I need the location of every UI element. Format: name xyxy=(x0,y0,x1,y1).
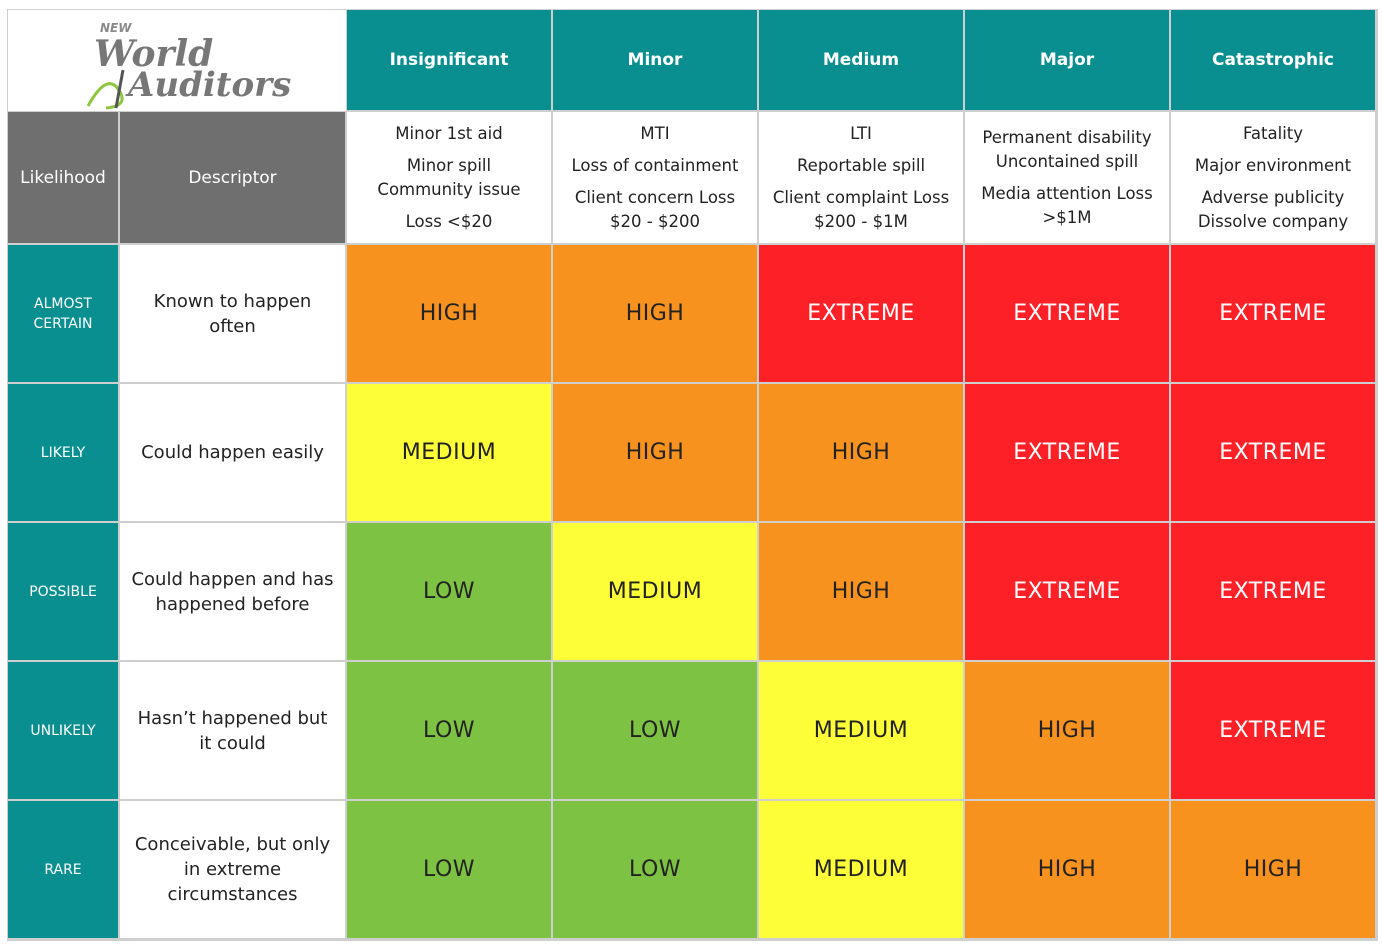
risk-rating: EXTREME xyxy=(965,523,1169,660)
detail-group: Client complaint Loss $200 - $1M xyxy=(773,186,949,234)
risk-rating: LOW xyxy=(553,662,757,799)
risk-rating: LOW xyxy=(347,801,551,938)
risk-rating: HIGH xyxy=(553,384,757,521)
descriptor-header: Descriptor xyxy=(120,112,345,243)
detail-line: MTI xyxy=(640,123,670,143)
logo-prefix: NEW xyxy=(100,21,132,35)
detail-group: Reportable spill xyxy=(797,154,925,178)
risk-rating: LOW xyxy=(553,801,757,938)
risk-rating: EXTREME xyxy=(1171,245,1375,382)
consequence-detail: LTI Reportable spill Client complaint Loss… xyxy=(759,112,963,243)
detail-group: Fatality xyxy=(1243,122,1303,146)
detail-group: Media attention Loss >$1M xyxy=(981,182,1153,230)
detail-group: Client concern Loss $20 - $200 xyxy=(575,186,735,234)
likelihood-header: Likelihood xyxy=(8,112,118,243)
risk-rating: HIGH xyxy=(1171,801,1375,938)
descriptor: Known to happen often xyxy=(120,245,345,382)
consequence-detail: Permanent disability Uncontained spill Med… xyxy=(965,112,1169,243)
consequence-header: Minor xyxy=(553,10,757,110)
descriptor: Hasn’t happened but it could xyxy=(120,662,345,799)
risk-rating: EXTREME xyxy=(1171,523,1375,660)
detail-line: Fatality xyxy=(1242,123,1304,143)
risk-rating: LOW xyxy=(347,523,551,660)
detail-group: Permanent disability Uncontained spill xyxy=(982,126,1151,174)
risk-rating: HIGH xyxy=(965,801,1169,938)
detail-line: Minor spill xyxy=(406,155,492,175)
consequence-header: Catastrophic xyxy=(1171,10,1375,110)
detail-group: LTI xyxy=(850,122,872,146)
likelihood-label: ALMOST CERTAIN xyxy=(8,245,118,382)
detail-line: >$1M xyxy=(1042,207,1092,227)
risk-rating: HIGH xyxy=(553,245,757,382)
detail-line: Major environment xyxy=(1194,155,1352,175)
detail-line: $20 - $200 xyxy=(610,211,700,231)
detail-group: Loss <$20 xyxy=(406,210,493,234)
likelihood-label: POSSIBLE xyxy=(8,523,118,660)
risk-rating: MEDIUM xyxy=(759,801,963,938)
risk-rating: HIGH xyxy=(965,662,1169,799)
detail-line: Minor 1st aid xyxy=(395,123,503,143)
consequence-header: Major xyxy=(965,10,1169,110)
consequence-detail: MTI Loss of containment Client concern Los… xyxy=(553,112,757,243)
risk-matrix: Insignificant Minor Medium Major Catastrophi… xyxy=(7,9,1378,941)
risk-rating: HIGH xyxy=(347,245,551,382)
detail-group: MTI xyxy=(640,122,669,146)
risk-rating: MEDIUM xyxy=(347,384,551,521)
detail-line: Dissolve company xyxy=(1197,211,1349,231)
detail-line: Uncontained spill xyxy=(995,151,1139,171)
risk-rating: LOW xyxy=(347,662,551,799)
detail-line: Community issue xyxy=(377,179,521,199)
detail-group: Major environment xyxy=(1195,154,1351,178)
detail-line: Adverse publicity xyxy=(1201,187,1345,207)
risk-rating: MEDIUM xyxy=(759,662,963,799)
detail-line: LTI xyxy=(850,123,872,143)
consequence-detail: Fatality Major environment Adverse publici… xyxy=(1171,112,1375,243)
detail-line: $200 - $1M xyxy=(814,211,908,231)
risk-rating: MEDIUM xyxy=(553,523,757,660)
detail-line: Client concern Loss xyxy=(574,187,736,207)
likelihood-label: LIKELY xyxy=(8,384,118,521)
detail-group: Adverse publicity Dissolve company xyxy=(1198,186,1348,234)
risk-rating: HIGH xyxy=(759,523,963,660)
logo-line1: World xyxy=(94,33,213,75)
descriptor: Could happen easily xyxy=(120,384,345,521)
logo-stroke xyxy=(114,69,125,109)
detail-line: Reportable spill xyxy=(796,155,926,175)
risk-rating: EXTREME xyxy=(965,245,1169,382)
risk-rating: EXTREME xyxy=(759,245,963,382)
detail-group: Minor spill Community issue xyxy=(377,154,520,202)
descriptor: Could happen and has happened before xyxy=(120,523,345,660)
detail-line: Loss of containment xyxy=(571,155,739,175)
likelihood-label: UNLIKELY xyxy=(8,662,118,799)
risk-rating: EXTREME xyxy=(1171,384,1375,521)
risk-rating: EXTREME xyxy=(965,384,1169,521)
consequence-header: Insignificant xyxy=(347,10,551,110)
descriptor: Conceivable, but only in extreme circums… xyxy=(120,801,345,938)
consequence-header: Medium xyxy=(759,10,963,110)
detail-line: Loss <$20 xyxy=(405,211,493,231)
logo: NEW World Auditors xyxy=(8,10,346,111)
detail-group: Loss of containment xyxy=(572,154,739,178)
risk-rating: EXTREME xyxy=(1171,662,1375,799)
detail-line: Client complaint Loss xyxy=(772,187,950,207)
logo-line2: Auditors xyxy=(125,65,291,105)
risk-rating: HIGH xyxy=(759,384,963,521)
detail-line: Media attention Loss xyxy=(981,183,1153,203)
consequence-detail: Minor 1st aid Minor spill Community issue L… xyxy=(347,112,551,243)
detail-line: Permanent disability xyxy=(982,127,1152,147)
likelihood-label: RARE xyxy=(8,801,118,938)
detail-group: Minor 1st aid xyxy=(395,122,502,146)
